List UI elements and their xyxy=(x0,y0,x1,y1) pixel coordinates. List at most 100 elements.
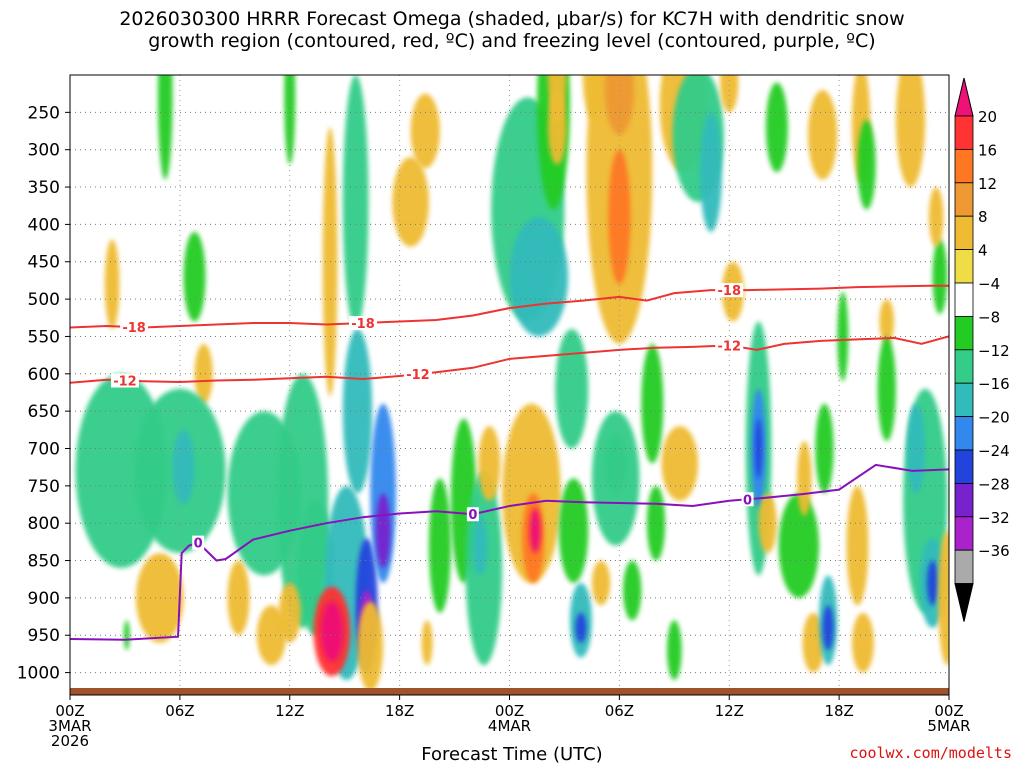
y-tick-label: 400 xyxy=(28,215,60,235)
x-tick-label: 12Z xyxy=(715,702,744,720)
colorbar-swatch xyxy=(954,416,974,451)
isotherm-line xyxy=(70,284,949,329)
y-tick-label: 300 xyxy=(28,141,60,161)
colorbar-swatch xyxy=(954,182,974,217)
colorbar-swatch xyxy=(954,249,974,284)
y-tick-label: 250 xyxy=(28,103,60,123)
y-tick-label: 500 xyxy=(28,290,60,310)
y-tick-label: 750 xyxy=(28,477,60,497)
omega-cell xyxy=(428,478,451,613)
omega-cell xyxy=(932,239,948,315)
y-tick-label: 850 xyxy=(28,552,60,572)
omega-cell xyxy=(822,605,834,651)
isotherm-label-bg xyxy=(715,338,744,353)
omega-cell xyxy=(375,493,391,569)
omega-cell xyxy=(699,112,722,232)
colorbar-swatch xyxy=(954,148,974,184)
omega-cell xyxy=(604,433,627,494)
colorbar-label: 8 xyxy=(978,208,988,226)
isotherm-label: -12 xyxy=(718,339,742,354)
omega-cell xyxy=(802,612,825,673)
x-tick-label: 06Z xyxy=(605,702,634,720)
omega-cell xyxy=(256,605,287,666)
omega-cell xyxy=(194,343,213,404)
omega-cell xyxy=(928,187,944,247)
isotherm-label: -12 xyxy=(113,375,137,390)
omega-cell xyxy=(646,485,666,561)
omega-cell xyxy=(555,328,589,449)
omega-cell xyxy=(227,560,250,636)
credit-text[interactable]: coolwx.com/modelts xyxy=(849,744,1012,762)
colorbar-label: −16 xyxy=(978,375,1010,393)
omega-cell xyxy=(342,75,369,329)
x-tick-label: 2026 xyxy=(51,732,89,750)
x-tick-label: 4MAR xyxy=(488,717,531,735)
isotherm-label: -18 xyxy=(122,321,146,336)
colorbar-label: 4 xyxy=(978,242,988,260)
colorbar-swatch xyxy=(954,349,974,384)
colorbar-label: 12 xyxy=(978,175,997,193)
isotherm-label: 0 xyxy=(743,493,752,508)
omega-cell xyxy=(879,299,895,344)
omega-cell xyxy=(284,75,296,165)
omega-cell xyxy=(666,620,682,681)
omega-cell xyxy=(857,119,876,210)
isotherm-label-bg xyxy=(110,373,139,388)
omega-cell xyxy=(410,93,440,169)
grid-lines xyxy=(70,75,949,695)
omega-cell xyxy=(846,485,869,606)
omega-cell xyxy=(623,560,642,621)
omega-cell xyxy=(558,478,589,583)
isotherm-label: -12 xyxy=(406,368,430,383)
omega-cell xyxy=(320,601,343,662)
omega-cell xyxy=(604,75,635,135)
colorbar-swatch xyxy=(954,215,974,250)
colorbar-swatch xyxy=(954,516,974,551)
omega-cell xyxy=(851,612,874,673)
omega-cell xyxy=(157,75,173,180)
omega-cell xyxy=(278,582,301,643)
isotherm-label-bg xyxy=(466,507,479,522)
y-tick-label: 650 xyxy=(28,402,60,422)
omega-cell xyxy=(591,560,611,606)
omega-cell xyxy=(357,601,384,692)
isotherm-line xyxy=(70,335,949,384)
colorbar-label: 20 xyxy=(978,108,997,126)
omega-cell xyxy=(877,336,896,442)
omega-cell xyxy=(342,328,373,494)
omega-cell xyxy=(392,157,429,247)
x-tick-label: 06Z xyxy=(165,702,194,720)
isotherm-label-bg xyxy=(741,492,754,507)
isotherm-label-bg xyxy=(192,535,205,550)
y-tick-label: 600 xyxy=(28,365,60,385)
isotherm-label: 0 xyxy=(468,508,477,523)
omega-cell xyxy=(778,493,819,598)
colorbar-label: −8 xyxy=(978,308,1000,326)
omega-cell xyxy=(641,343,664,464)
isotherm-label: -18 xyxy=(718,284,742,299)
y-tick-label: 700 xyxy=(28,439,60,459)
colorbar-label: −32 xyxy=(978,509,1010,527)
colorbar-top-arrow xyxy=(954,77,974,117)
isotherm-label-bg xyxy=(715,283,744,298)
omega-cell xyxy=(797,441,812,516)
omega-cell xyxy=(123,620,130,651)
x-tick-label: 12Z xyxy=(275,702,304,720)
omega-cell xyxy=(135,553,184,643)
omega-cell xyxy=(608,149,631,285)
colorbar-swatch xyxy=(954,549,974,585)
omega-cell xyxy=(472,515,488,576)
colorbar-label: −20 xyxy=(978,409,1010,427)
omega-cell xyxy=(927,560,939,606)
omega-cell xyxy=(895,75,926,188)
y-axis: 250 300 350 400 450 500 550 600 650 700 750 800 850 9… xyxy=(17,103,70,684)
colorbar-label: −36 xyxy=(978,542,1010,560)
omega-cell xyxy=(104,239,120,329)
y-tick-label: 950 xyxy=(28,626,60,646)
colorbar: 20 16 12 8 4 −4 −8 −12 −16 −20 −24 −28 −32 −36 xyxy=(954,77,1010,622)
omega-cell xyxy=(758,493,777,554)
isotherm-label-bg xyxy=(120,320,149,335)
omega-cell xyxy=(547,75,567,124)
x-tick-label: 18Z xyxy=(824,702,853,720)
